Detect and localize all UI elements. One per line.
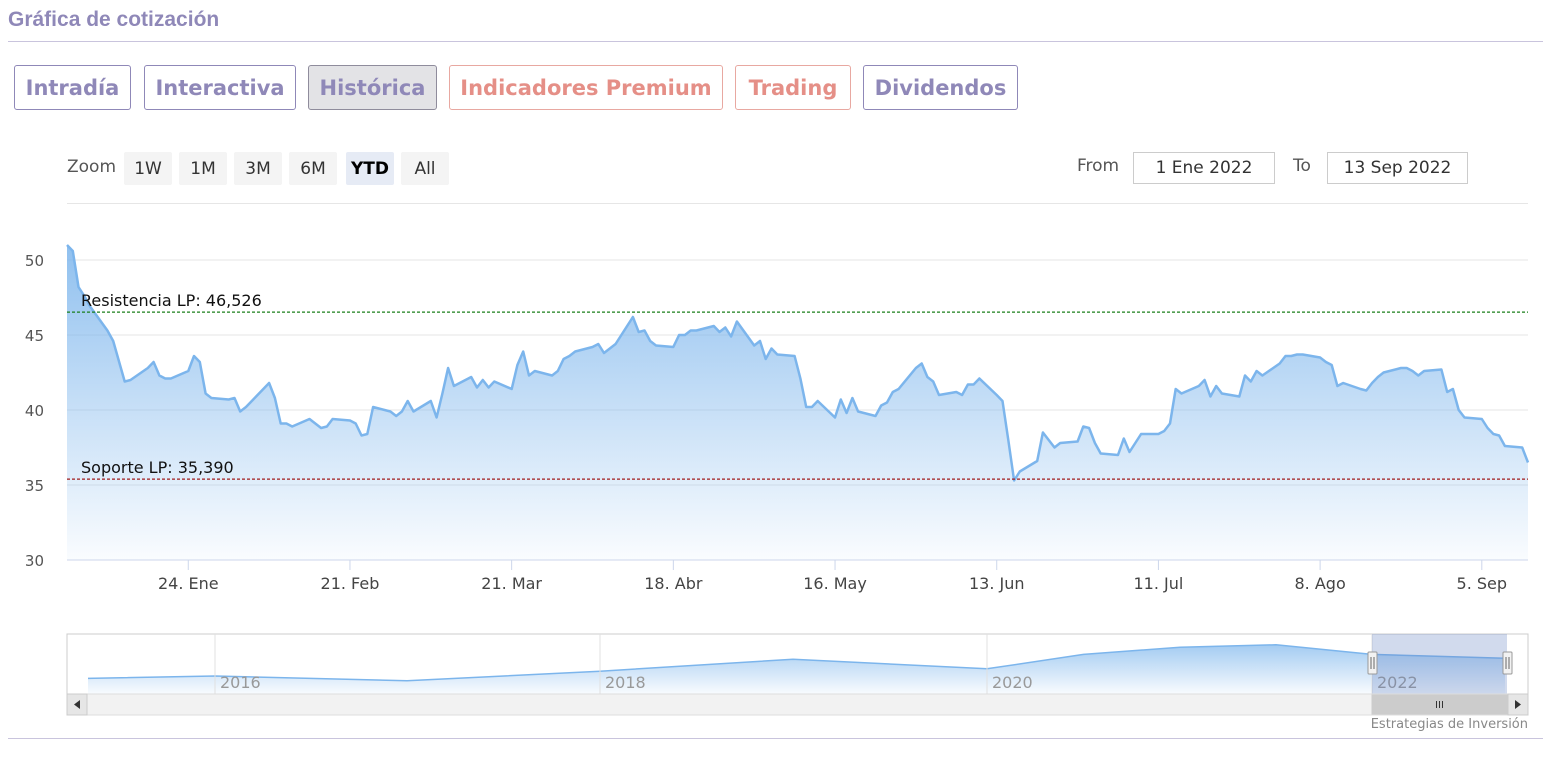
chart-credits: Estrategias de Inversión — [1370, 717, 1528, 732]
x-tick-label: 21. Mar — [481, 574, 542, 593]
x-tick-label: 5. Sep — [1457, 574, 1508, 593]
range-from-label: From — [1077, 156, 1120, 176]
x-tick-label: 16. May — [803, 574, 867, 593]
x-tick-label: 24. Ene — [158, 574, 219, 593]
x-tick-label: 8. Ago — [1294, 574, 1345, 593]
navigator-year-label: 2022 — [1377, 673, 1418, 692]
series-area — [67, 245, 1528, 560]
x-tick-label: 11. Jul — [1133, 574, 1183, 593]
navigator-year-label: 2018 — [605, 673, 646, 692]
arrow-right-icon — [1515, 700, 1521, 709]
zoom-label: Zoom — [67, 157, 117, 177]
scrollbar-track[interactable] — [66, 693, 1529, 716]
zoom-button-3m[interactable]: 3M — [234, 152, 282, 185]
section-title: Gráfica de cotización — [8, 8, 220, 31]
zoom-button-6m[interactable]: 6M — [289, 152, 337, 185]
zoom-button-1m[interactable]: 1M — [179, 152, 227, 185]
zoom-button-ytd[interactable]: YTD — [346, 152, 394, 185]
x-tick-label: 18. Abr — [644, 574, 703, 593]
zoom-button-all[interactable]: All — [401, 152, 449, 185]
navigator-handle-left[interactable] — [1367, 651, 1378, 675]
arrow-left-icon — [74, 700, 80, 709]
series-line — [66, 244, 1530, 482]
price-chart: 30 35 40 45 50 Resistencia LP: 46,526 Soporte … — [25, 244, 1530, 593]
navigator-year-label: 2020 — [992, 673, 1033, 692]
range-to-label: To — [1293, 156, 1311, 176]
chart-navigator: 2016 2018 2020 2022 — [66, 633, 1529, 716]
navigator-area — [88, 644, 1505, 694]
navigator-year-label: 2016 — [220, 673, 261, 692]
y-tick-label: 40 — [25, 402, 44, 420]
navigator-handle-right[interactable] — [1502, 651, 1513, 675]
range-divider — [67, 203, 1528, 204]
resistance-label: Resistencia LP: 46,526 — [81, 291, 262, 310]
navigator-selection[interactable] — [1372, 634, 1507, 694]
zoom-button-1w[interactable]: 1W — [124, 152, 172, 185]
support-label: Soporte LP: 35,390 — [81, 458, 234, 477]
tab-indicadores-premium[interactable]: Indicadores Premium — [449, 65, 723, 110]
y-tick-label: 50 — [25, 252, 44, 270]
bottom-divider — [8, 738, 1543, 739]
tab-hist-rica[interactable]: Histórica — [308, 65, 437, 110]
y-tick-label: 30 — [25, 552, 44, 570]
range-from-input[interactable]: 1 Ene 2022 — [1133, 152, 1275, 184]
y-tick-label: 35 — [25, 477, 44, 495]
range-to-input[interactable]: 13 Sep 2022 — [1327, 152, 1468, 184]
tab-intrad-a[interactable]: Intradía — [14, 65, 131, 110]
x-tick-label: 13. Jun — [969, 574, 1025, 593]
title-divider — [8, 41, 1543, 42]
x-tick-label: 21. Feb — [321, 574, 380, 593]
tab-dividendos[interactable]: Dividendos — [863, 65, 1018, 110]
tab-trading[interactable]: Trading — [735, 65, 851, 110]
tab-interactiva[interactable]: Interactiva — [144, 65, 296, 110]
y-tick-label: 45 — [25, 327, 44, 345]
